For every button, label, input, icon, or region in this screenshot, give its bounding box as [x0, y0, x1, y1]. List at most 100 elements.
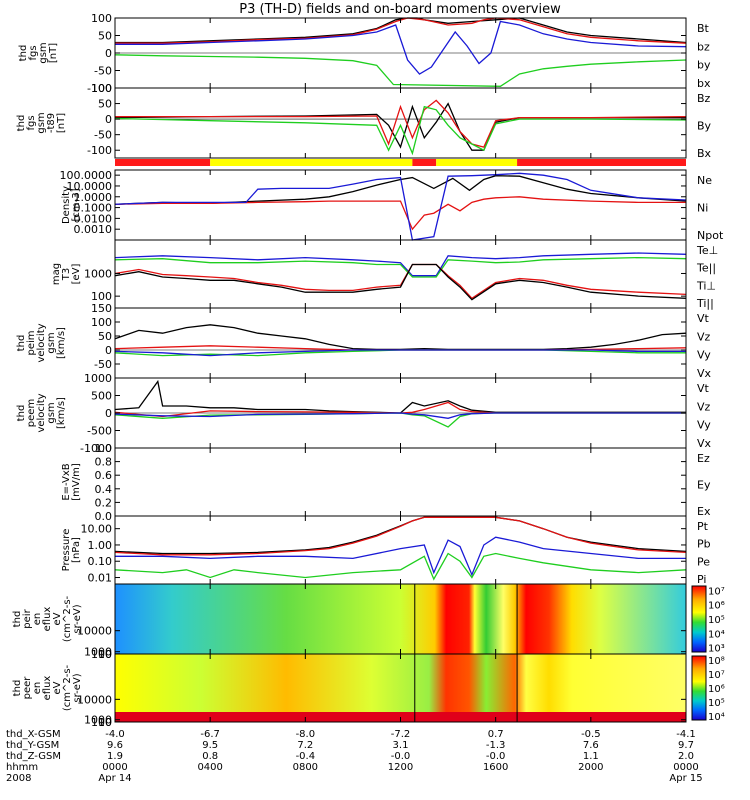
- y-axis-label: E=-VxB: [61, 463, 72, 500]
- series-line-By: [115, 99, 687, 148]
- y-tick-label: -100: [87, 144, 112, 157]
- legend-label: Te⊥: [696, 244, 718, 257]
- x-axis-row-label: thd_Z-GSM: [6, 751, 61, 762]
- legend-label: Ey: [697, 479, 711, 492]
- legend-label: bz: [697, 40, 710, 53]
- y-tick-label: 0: [105, 344, 112, 357]
- y-axis-label: T3: [61, 268, 72, 281]
- region-bar-segment: [115, 159, 211, 166]
- legend-label: Ne: [697, 174, 712, 187]
- series-line-Bx: [114, 102, 686, 151]
- legend-label: Ti⊥: [696, 279, 716, 292]
- y-axis-label: eflux: [42, 607, 53, 632]
- region-bar-segment: [517, 159, 686, 166]
- y-axis-label: peir: [22, 608, 33, 628]
- y-axis-label: gsm: [38, 42, 49, 63]
- y-tick-label: -50: [94, 358, 112, 371]
- x-axis-value: 1200: [388, 762, 413, 773]
- y-tick-label: 50: [98, 30, 112, 43]
- colorbar-label: 10⁵: [708, 615, 725, 626]
- x-axis-value: -4.0: [105, 729, 125, 740]
- x-axis-value: -1.3: [486, 740, 506, 751]
- colorbar-label: 10⁷: [708, 670, 725, 681]
- series-line-Pi: [115, 536, 686, 577]
- x-axis-row-label: hhmm: [6, 762, 38, 773]
- y-tick-label: 0.0010: [74, 223, 113, 236]
- y-axis-label: -t89: [46, 113, 57, 133]
- x-axis-value: Apr 14: [98, 773, 131, 784]
- y-axis-label: [nT]: [56, 113, 67, 133]
- y-axis-label: Pressure: [61, 529, 72, 572]
- series-line-Vy: [114, 412, 686, 428]
- x-axis-value: 2.0: [678, 751, 694, 762]
- legend-label: Vy: [697, 419, 711, 432]
- colorbar-label: 10⁵: [708, 698, 725, 709]
- y-axis-label: en: [32, 613, 43, 626]
- legend-label: Bt: [697, 22, 710, 35]
- y-tick-label: 0.0: [95, 510, 113, 523]
- y-tick-label: 10: [98, 648, 112, 661]
- series-line-Vz: [114, 401, 686, 418]
- colorbar-label: 10³: [708, 644, 725, 655]
- x-axis-value: -0.4: [296, 751, 316, 762]
- series-line-Ti⊥: [114, 252, 687, 277]
- y-tick-label: 100.0000: [60, 169, 113, 182]
- y-axis-label: en: [32, 682, 43, 695]
- region-bar-segment: [436, 159, 518, 166]
- region-bar-segment: [412, 159, 437, 166]
- y-axis-label: sr-eV): [72, 673, 83, 702]
- heatmap-field: [115, 584, 686, 654]
- x-axis-value: -8.0: [296, 729, 316, 740]
- y-axis-label: thd: [16, 335, 27, 352]
- colorbar: [691, 585, 707, 653]
- y-axis-label: eV: [52, 612, 63, 625]
- x-axis-value: -0.0: [391, 751, 411, 762]
- x-axis-value: -0.0: [486, 751, 506, 762]
- y-axis-label: thd: [16, 115, 27, 132]
- x-axis-value: 7.6: [583, 740, 599, 751]
- legend-label: Ni: [697, 202, 708, 215]
- y-tick-label: 100: [91, 716, 112, 729]
- colorbar-label: 10⁶: [708, 601, 725, 612]
- legend-label: Npot: [697, 229, 724, 242]
- y-tick-label: 1000: [84, 372, 112, 385]
- y-axis-label: peim: [26, 330, 37, 355]
- x-axis-row-label: 2008: [6, 773, 31, 784]
- series-line-Vt: [114, 379, 686, 414]
- y-tick-label: 1000: [84, 646, 112, 659]
- legend-label: Ez: [697, 452, 710, 465]
- y-tick-label: 100: [91, 12, 112, 25]
- x-axis-value: 0000: [673, 762, 698, 773]
- y-tick-label: 0: [105, 47, 112, 60]
- region-bar-segment: [210, 159, 413, 166]
- y-tick-label: -100: [87, 82, 112, 95]
- y-tick-label: 100: [91, 316, 112, 329]
- y-tick-label: 150: [91, 302, 112, 315]
- legend-label: Bx: [697, 147, 712, 160]
- y-axis-label: gsm: [46, 402, 57, 423]
- x-axis-row-label: thd_X-GSM: [6, 729, 61, 740]
- series-line-Vx: [114, 349, 686, 357]
- series-line-Ni: [114, 175, 687, 205]
- y-tick-label: 1.0000: [74, 191, 113, 204]
- x-axis-value: 2000: [578, 762, 603, 773]
- legend-label: bx: [697, 77, 711, 90]
- legend-label: Te||: [696, 262, 716, 275]
- y-tick-label: 100: [91, 82, 112, 95]
- heatmap-field: [115, 654, 686, 722]
- y-axis-label: thd: [12, 680, 23, 697]
- y-tick-label: 0: [105, 113, 112, 126]
- x-axis-row-label: thd_Y-GSM: [6, 740, 59, 751]
- legend-label: Ti||: [696, 297, 714, 310]
- y-tick-label: 100: [91, 648, 112, 661]
- x-axis-value: -7.2: [391, 729, 411, 740]
- y-axis-label: Density: [61, 186, 72, 224]
- legend-label: Vy: [697, 349, 711, 362]
- y-axis-label: [nPa]: [71, 537, 82, 563]
- series-line-Bz: [114, 105, 687, 156]
- y-axis-label: [eV]: [71, 264, 82, 285]
- colorbar-label: 10⁴: [708, 712, 725, 723]
- y-axis-label: thd: [12, 611, 23, 628]
- y-tick-label: 0.8: [95, 456, 113, 469]
- legend-label: Vz: [697, 330, 711, 343]
